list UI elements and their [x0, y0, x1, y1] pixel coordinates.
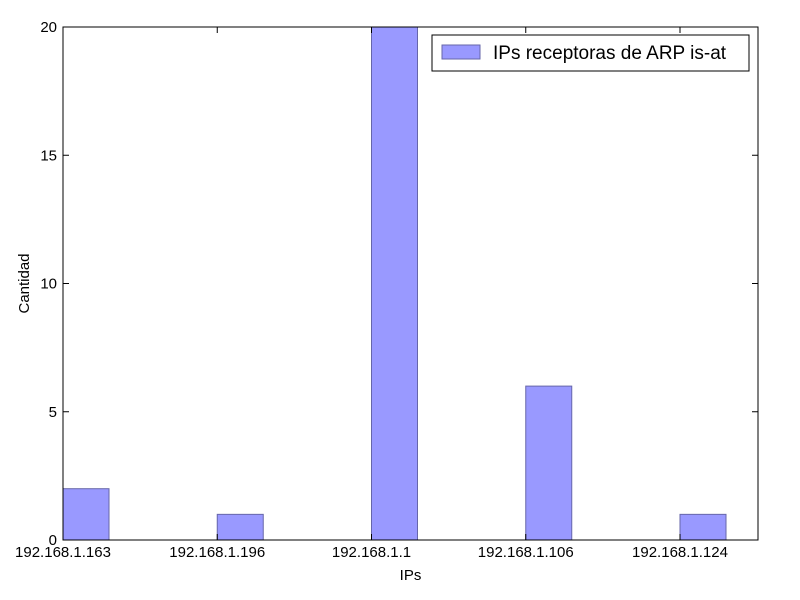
- bars-group: [62, 26, 727, 541]
- y-tick-label-0: 0: [49, 532, 57, 549]
- x-ticks-group: 192.168.1.163 192.168.1.196 192.168.1.1 192…: [15, 27, 728, 561]
- x-tick-label-192.168.1.1: 192.168.1.1: [332, 544, 411, 561]
- x-tick-label-192.168.1.124: 192.168.1.124: [632, 544, 728, 561]
- bar-192.168.1.196: [216, 513, 264, 541]
- legend-swatch: [441, 44, 481, 60]
- y-tick-label-10: 10: [40, 276, 57, 293]
- y-tick-label-15: 15: [40, 147, 57, 164]
- bar-192.168.1.1: [371, 26, 418, 541]
- y-ticks-group: 0 5 10 15 20: [40, 19, 758, 549]
- bar-192.168.1.106: [525, 385, 573, 541]
- x-tick-label-192.168.1.106: 192.168.1.106: [478, 544, 574, 561]
- x-axis-label: IPs: [400, 567, 422, 584]
- bar-192.168.1.124: [679, 513, 727, 541]
- legend-label: IPs receptoras de ARP is-at: [493, 43, 727, 64]
- bar-192.168.1.163: [62, 488, 110, 541]
- y-tick-label-5: 5: [49, 404, 57, 421]
- x-tick-label-192.168.1.196: 192.168.1.196: [169, 544, 265, 561]
- legend: IPs receptoras de ARP is-at: [431, 34, 750, 72]
- y-axis-label: Cantidad: [16, 253, 33, 313]
- legend-box: [431, 34, 750, 72]
- y-tick-label-20: 20: [40, 19, 57, 36]
- x-tick-label-192.168.1.163: 192.168.1.163: [15, 544, 111, 561]
